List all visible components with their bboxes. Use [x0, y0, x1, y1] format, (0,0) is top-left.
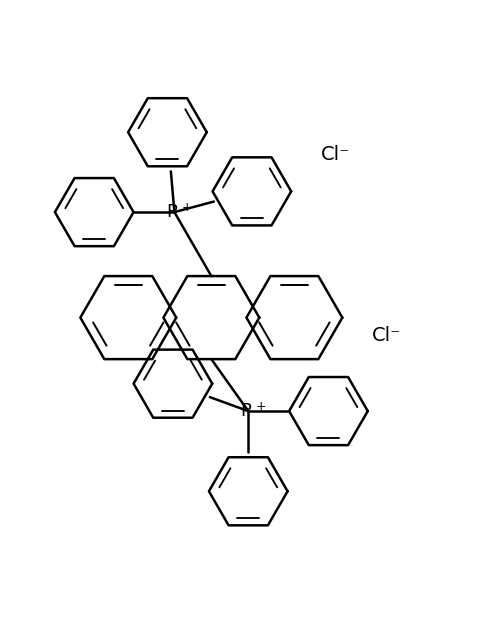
- Text: P: P: [166, 203, 177, 221]
- Text: Cl⁻: Cl⁻: [320, 145, 350, 164]
- Text: +: +: [182, 201, 192, 214]
- Text: +: +: [256, 400, 266, 413]
- Text: Cl⁻: Cl⁻: [371, 326, 400, 345]
- Text: P: P: [240, 402, 250, 420]
